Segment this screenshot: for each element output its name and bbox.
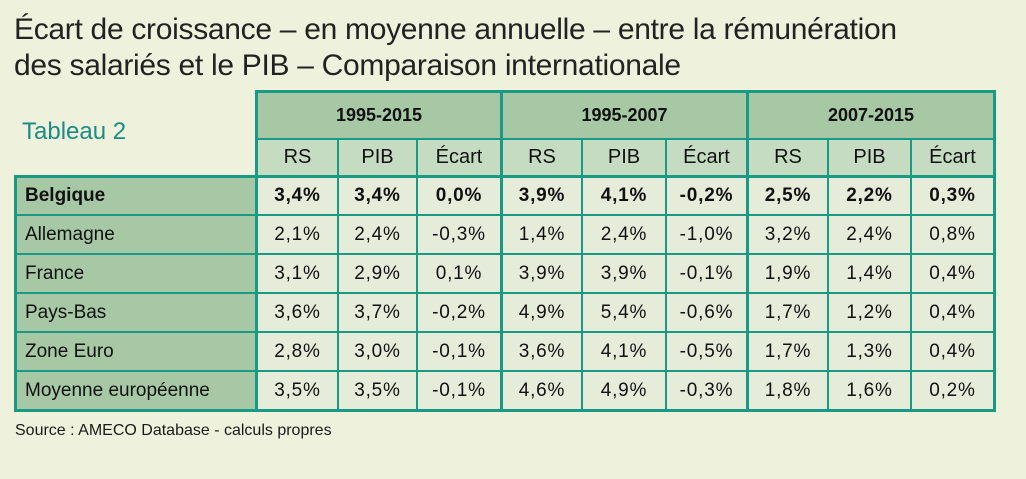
- sub-header: PIB: [337, 138, 416, 175]
- value-cell: 4,6%: [500, 370, 581, 409]
- value-cell: 1,4%: [500, 214, 581, 253]
- value-cell: 2,5%: [746, 175, 827, 214]
- value-cell: -0,6%: [665, 292, 746, 331]
- value-cell: 2,9%: [337, 253, 416, 292]
- value-cell: 3,6%: [500, 331, 581, 370]
- country-cell: Zone Euro: [14, 331, 255, 370]
- value-cell: 0,1%: [416, 253, 500, 292]
- value-cell: -0,2%: [416, 292, 500, 331]
- page-title: Écart de croissance – en moyenne annuell…: [14, 12, 1014, 84]
- country-cell: Belgique: [14, 175, 255, 214]
- country-cell: France: [14, 253, 255, 292]
- sub-header: Écart: [416, 138, 500, 175]
- table-row: Pays-Bas 3,6% 3,7% -0,2% 4,9% 5,4% -0,6% 1,7% 1,…: [14, 292, 993, 331]
- value-cell: -1,0%: [665, 214, 746, 253]
- value-cell: 3,9%: [500, 253, 581, 292]
- value-cell: -0,1%: [665, 253, 746, 292]
- period-header: 1995-2015: [255, 90, 500, 138]
- table-body: Belgique 3,4% 3,4% 0,0% 3,9% 4,1% -0,2% 2,5% 2,2…: [14, 175, 993, 409]
- value-cell: 0,8%: [910, 214, 993, 253]
- value-cell: 4,9%: [500, 292, 581, 331]
- table-row: France 3,1% 2,9% 0,1% 3,9% 3,9% -0,1% 1,9% 1,4% 0…: [14, 253, 993, 292]
- country-cell: Pays-Bas: [14, 292, 255, 331]
- country-cell: Moyenne européenne: [14, 370, 255, 409]
- value-cell: 0,4%: [910, 292, 993, 331]
- sub-header: RS: [255, 138, 337, 175]
- sub-header: PIB: [581, 138, 665, 175]
- value-cell: 2,2%: [827, 175, 910, 214]
- value-cell: 1,6%: [827, 370, 910, 409]
- period-header: 2007-2015: [746, 90, 993, 138]
- sub-header: Écart: [910, 138, 993, 175]
- value-cell: -0,1%: [416, 331, 500, 370]
- blank-corner: [14, 90, 255, 138]
- value-cell: 0,2%: [910, 370, 993, 409]
- value-cell: 1,8%: [746, 370, 827, 409]
- table-label: Tableau 2: [22, 118, 127, 145]
- value-cell: -0,1%: [416, 370, 500, 409]
- title-line-2: des salariés et le PIB – Comparaison int…: [14, 49, 681, 82]
- value-cell: 5,4%: [581, 292, 665, 331]
- source-note: Source : AMECO Database - calculs propre…: [15, 422, 332, 439]
- value-cell: -0,3%: [665, 370, 746, 409]
- sub-header: PIB: [827, 138, 910, 175]
- sub-header: RS: [746, 138, 827, 175]
- period-header-row: 1995-2015 1995-2007 2007-2015: [14, 90, 993, 138]
- value-cell: 3,4%: [337, 175, 416, 214]
- table-row: Zone Euro 2,8% 3,0% -0,1% 3,6% 4,1% -0,5% 1,7% 1…: [14, 331, 993, 370]
- value-cell: 0,0%: [416, 175, 500, 214]
- value-cell: 1,4%: [827, 253, 910, 292]
- value-cell: 3,1%: [255, 253, 337, 292]
- value-cell: 1,2%: [827, 292, 910, 331]
- value-cell: 4,1%: [581, 331, 665, 370]
- value-cell: 3,9%: [581, 253, 665, 292]
- table-row: Allemagne 2,1% 2,4% -0,3% 1,4% 2,4% -1,0% 3,2% 2…: [14, 214, 993, 253]
- value-cell: 3,7%: [337, 292, 416, 331]
- comparison-table: 1995-2015 1995-2007 2007-2015 RS PIB Éca…: [14, 90, 996, 412]
- value-cell: 1,7%: [746, 292, 827, 331]
- value-cell: 3,6%: [255, 292, 337, 331]
- value-cell: 3,5%: [255, 370, 337, 409]
- value-cell: 0,4%: [910, 253, 993, 292]
- value-cell: 4,1%: [581, 175, 665, 214]
- value-cell: 0,3%: [910, 175, 993, 214]
- value-cell: 3,5%: [337, 370, 416, 409]
- sub-header: RS: [500, 138, 581, 175]
- value-cell: 2,4%: [337, 214, 416, 253]
- value-cell: 1,3%: [827, 331, 910, 370]
- value-cell: 3,9%: [500, 175, 581, 214]
- blank-corner: [14, 138, 255, 175]
- country-cell: Allemagne: [14, 214, 255, 253]
- value-cell: -0,3%: [416, 214, 500, 253]
- value-cell: 3,2%: [746, 214, 827, 253]
- value-cell: 2,4%: [581, 214, 665, 253]
- value-cell: -0,5%: [665, 331, 746, 370]
- sub-header-row: RS PIB Écart RS PIB Écart RS PIB Écart: [14, 138, 993, 175]
- value-cell: 3,0%: [337, 331, 416, 370]
- value-cell: 2,1%: [255, 214, 337, 253]
- value-cell: 1,9%: [746, 253, 827, 292]
- table-row: Belgique 3,4% 3,4% 0,0% 3,9% 4,1% -0,2% 2,5% 2,2…: [14, 175, 993, 214]
- value-cell: 1,7%: [746, 331, 827, 370]
- value-cell: 2,4%: [827, 214, 910, 253]
- value-cell: 3,4%: [255, 175, 337, 214]
- value-cell: 4,9%: [581, 370, 665, 409]
- value-cell: 2,8%: [255, 331, 337, 370]
- sub-header: Écart: [665, 138, 746, 175]
- table-row: Moyenne européenne 3,5% 3,5% -0,1% 4,6% 4,9% -…: [14, 370, 993, 409]
- value-cell: 0,4%: [910, 331, 993, 370]
- period-header: 1995-2007: [500, 90, 746, 138]
- value-cell: -0,2%: [665, 175, 746, 214]
- title-line-1: Écart de croissance – en moyenne annuell…: [14, 13, 897, 46]
